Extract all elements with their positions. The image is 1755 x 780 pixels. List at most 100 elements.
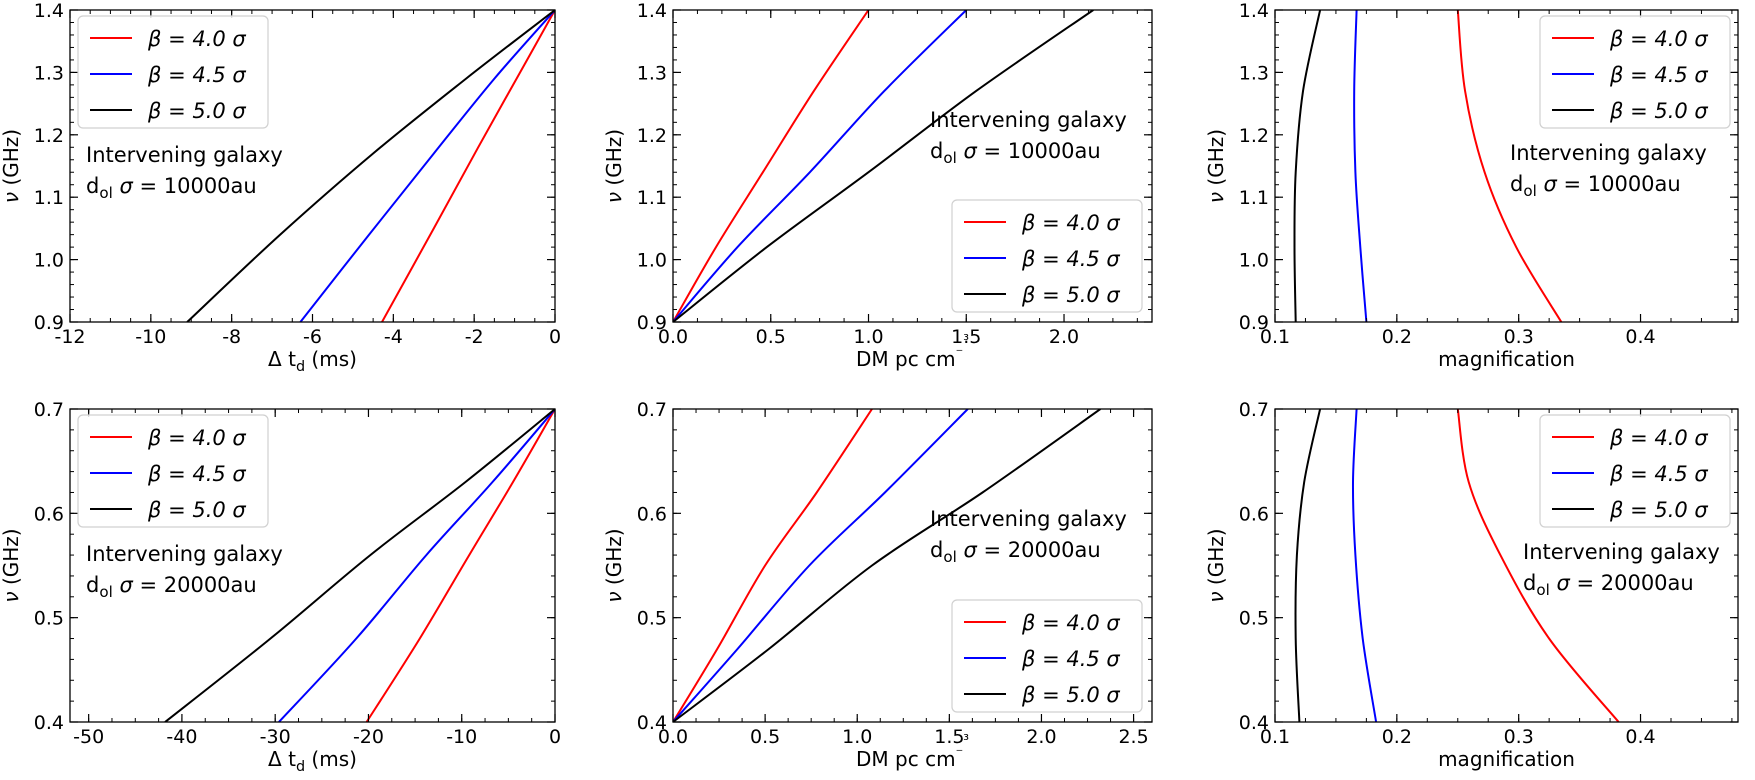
legend-label-1: β = 4.0 σ — [147, 426, 246, 450]
y-tick-label: 1.1 — [34, 187, 64, 209]
x-tick-label: -40 — [166, 726, 197, 748]
x-axis-label: Δ td (ms) — [268, 347, 357, 375]
y-tick-label: 1.4 — [1239, 0, 1269, 22]
x-tick-label: 1.5 — [934, 726, 964, 748]
y-axis-label: ν (GHz) — [602, 528, 626, 602]
x-tick-label: 0.1 — [1260, 326, 1290, 348]
series-line-2 — [673, 409, 969, 722]
y-tick-label: 1.4 — [34, 0, 64, 22]
annotation-line-2: dol σ = 20000au — [930, 538, 1101, 566]
x-tick-label: 0.4 — [1625, 726, 1655, 748]
legend-label-2: β = 4.5 σ — [147, 63, 246, 87]
y-tick-label: 0.7 — [34, 399, 64, 421]
y-tick-label: 0.5 — [34, 608, 64, 630]
legend-label-1: β = 4.0 σ — [1021, 211, 1120, 235]
y-tick-label: 1.1 — [1239, 187, 1269, 209]
chart-panel-top-right: 0.1 0.2 0.3 0.4 0.9 1.0 1.1 1.2 1.3 1.4 magnificat… — [1204, 0, 1739, 371]
legend: β = 4.0 σ β = 4.5 σ β = 5.0 σ — [1539, 15, 1731, 129]
plot-frame — [1274, 408, 1739, 723]
annotation-line-2: dol σ = 10000au — [1510, 172, 1681, 200]
annotation-line-1: Intervening galaxy — [86, 143, 283, 167]
legend-frame — [1539, 15, 1731, 129]
legend-label-3: β = 5.0 σ — [1609, 99, 1708, 123]
x-tick-label: -8 — [222, 326, 241, 348]
legend-frame — [77, 414, 269, 528]
chart-panel-bottom-right: 0.1 0.2 0.3 0.4 0.4 0.5 0.6 0.7 magnification ν (… — [1204, 399, 1739, 771]
legend-frame — [951, 599, 1143, 713]
x-tick-label: 2.0 — [1049, 326, 1079, 348]
x-tick-label: -6 — [303, 326, 322, 348]
legend: β = 4.0 σ β = 4.5 σ β = 5.0 σ — [77, 414, 269, 528]
series-line-1 — [381, 10, 555, 322]
y-tick-label: 0.9 — [637, 312, 667, 334]
x-tick-label: 0.2 — [1382, 726, 1412, 748]
x-tick-label: 0 — [549, 326, 561, 348]
legend: β = 4.0 σ β = 4.5 σ β = 5.0 σ — [951, 199, 1143, 313]
x-axis-label: Δ td (ms) — [268, 747, 357, 775]
y-tick-label: 0.4 — [1239, 712, 1269, 734]
y-tick-label: 0.7 — [1239, 399, 1269, 421]
x-tick-label: 0.3 — [1504, 726, 1534, 748]
legend-label-1: β = 4.0 σ — [1609, 27, 1708, 51]
legend-frame — [951, 199, 1143, 313]
legend-label-2: β = 4.5 σ — [147, 462, 246, 486]
x-tick-label: 0.5 — [756, 326, 786, 348]
x-tick-label: 2.5 — [1118, 726, 1148, 748]
y-tick-label: 1.3 — [1239, 62, 1269, 84]
chart-panel-bottom-left: -50 -40 -30 -20 -10 0 0.4 0.5 0.6 0.7 Δ td (ms) ν (… — [0, 399, 561, 775]
y-tick-label: 0.6 — [1239, 503, 1269, 525]
annotation-line-1: Intervening galaxy — [86, 542, 283, 566]
y-axis-label: ν (GHz) — [1204, 528, 1228, 602]
y-tick-label: 0.6 — [34, 503, 64, 525]
legend-label-1: β = 4.0 σ — [1609, 426, 1708, 450]
y-tick-label: 0.5 — [637, 608, 667, 630]
legend: β = 4.0 σ β = 4.5 σ β = 5.0 σ — [1539, 414, 1731, 528]
x-tick-label: -10 — [135, 326, 166, 348]
y-tick-label: 1.3 — [34, 62, 64, 84]
y-tick-label: 1.0 — [637, 250, 667, 272]
x-tick-label: -20 — [353, 726, 384, 748]
series-line-1 — [1456, 10, 1563, 322]
y-tick-label: 1.2 — [637, 125, 667, 147]
plot-frame — [69, 408, 556, 723]
plot-frame — [1274, 9, 1739, 323]
y-tick-label: 1.0 — [1239, 250, 1269, 272]
legend-label-2: β = 4.5 σ — [1609, 63, 1708, 87]
series-line-2 — [278, 409, 555, 722]
series-line-2 — [299, 10, 555, 322]
legend-label-2: β = 4.5 σ — [1021, 647, 1120, 671]
x-tick-label: 1.0 — [842, 726, 872, 748]
legend: β = 4.0 σ β = 4.5 σ β = 5.0 σ — [951, 599, 1143, 713]
series-line-1 — [673, 409, 873, 722]
y-tick-label: 0.7 — [637, 399, 667, 421]
y-tick-label: 1.2 — [1239, 125, 1269, 147]
legend-label-3: β = 5.0 σ — [1021, 683, 1120, 707]
y-tick-label: 1.1 — [637, 187, 667, 209]
annotation-line-2: dol σ = 20000au — [86, 573, 257, 601]
y-tick-label: 0.9 — [34, 312, 64, 334]
x-tick-label: -10 — [446, 726, 477, 748]
plot-frame — [672, 9, 1153, 323]
series-line-2 — [1353, 10, 1368, 322]
x-tick-label: 0.1 — [1260, 726, 1290, 748]
series-line-3 — [1294, 409, 1322, 722]
y-tick-label: 0.5 — [1239, 608, 1269, 630]
series-line-1 — [365, 409, 555, 722]
x-tick-label: 0.3 — [1504, 326, 1534, 348]
legend-label-1: β = 4.0 σ — [1021, 611, 1120, 635]
y-tick-label: 1.4 — [637, 0, 667, 22]
legend-label-3: β = 5.0 σ — [1021, 283, 1120, 307]
y-tick-label: 0.4 — [637, 712, 667, 734]
series-line-3 — [673, 10, 1094, 322]
series-line-2 — [673, 10, 968, 322]
x-tick-label: -2 — [465, 326, 484, 348]
x-tick-label: 2.0 — [1026, 726, 1056, 748]
series-line-3 — [164, 409, 555, 722]
legend-frame — [77, 15, 269, 129]
x-tick-label: 1.5 — [951, 326, 981, 348]
legend-frame — [1539, 414, 1731, 528]
x-axis-label: magnification — [1438, 347, 1575, 371]
series-line-3 — [1293, 10, 1322, 322]
legend-label-3: β = 5.0 σ — [1609, 498, 1708, 522]
